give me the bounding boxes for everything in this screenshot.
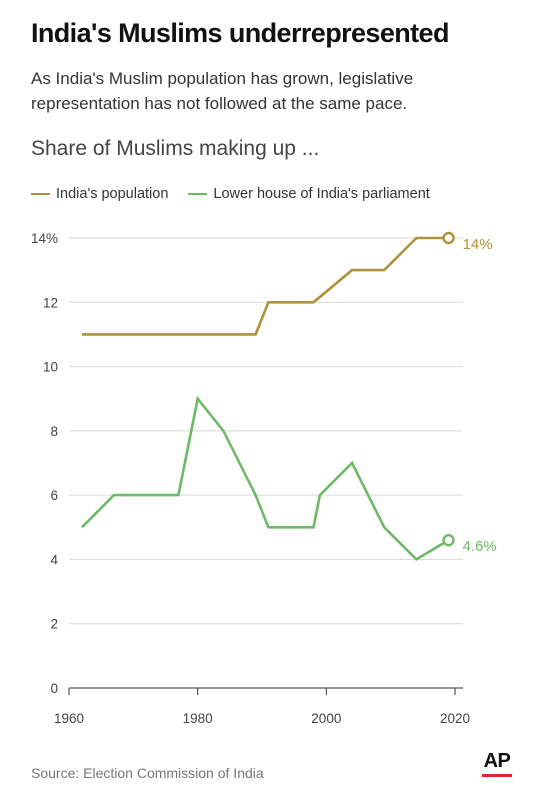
legend-label-parliament: Lower house of India's parliament	[213, 186, 430, 202]
legend-label-population: India's population	[56, 186, 169, 202]
chart-legend: India's population Lower house of India'…	[31, 186, 450, 202]
y-tick-label-2: 2	[50, 617, 58, 632]
y-tick-label-4: 4	[50, 552, 58, 567]
y-tick-label-6: 6	[50, 488, 58, 503]
chart-heading: Share of Muslims making up ...	[31, 137, 320, 160]
ap-logo-text: AP	[483, 750, 511, 772]
x-tick-label-1960: 1960	[54, 711, 84, 726]
page-title: India's Muslims underrepresented	[31, 18, 449, 48]
page-subtitle: As India's Muslim population has grown, …	[31, 69, 414, 113]
legend-swatch-population	[31, 192, 50, 196]
legend-item-population: India's population	[31, 186, 168, 202]
y-tick-label-10: 10	[43, 360, 58, 375]
legend-swatch-parliament	[188, 192, 208, 196]
y-tick-label-12: 12	[43, 295, 58, 310]
x-tick-label-2020: 2020	[440, 711, 470, 726]
line-chart: 0 2 4 6 8 10 12 14% 1960 1980 2000 2020 14% 4.6%	[31, 231, 497, 726]
y-tick-label-14: 14%	[31, 231, 58, 246]
x-tick-label-2000: 2000	[311, 711, 341, 726]
series-line-population	[81, 236, 449, 336]
ap-logo: AP	[482, 750, 512, 777]
y-tick-label-0: 0	[50, 681, 58, 696]
x-tick-label-1980: 1980	[183, 711, 213, 726]
series-end-label-parliament: 4.6%	[463, 538, 497, 555]
ap-logo-bar	[482, 774, 512, 777]
y-tick-label-8: 8	[50, 424, 58, 439]
source-note: Source: Election Commission of India	[31, 765, 264, 781]
series-end-marker-population	[442, 231, 455, 245]
series-end-marker-parliament	[442, 533, 455, 547]
legend-item-parliament: Lower house of India's parliament	[188, 186, 430, 202]
series-line-parliament	[80, 395, 450, 562]
series-end-label-population: 14%	[463, 236, 493, 253]
